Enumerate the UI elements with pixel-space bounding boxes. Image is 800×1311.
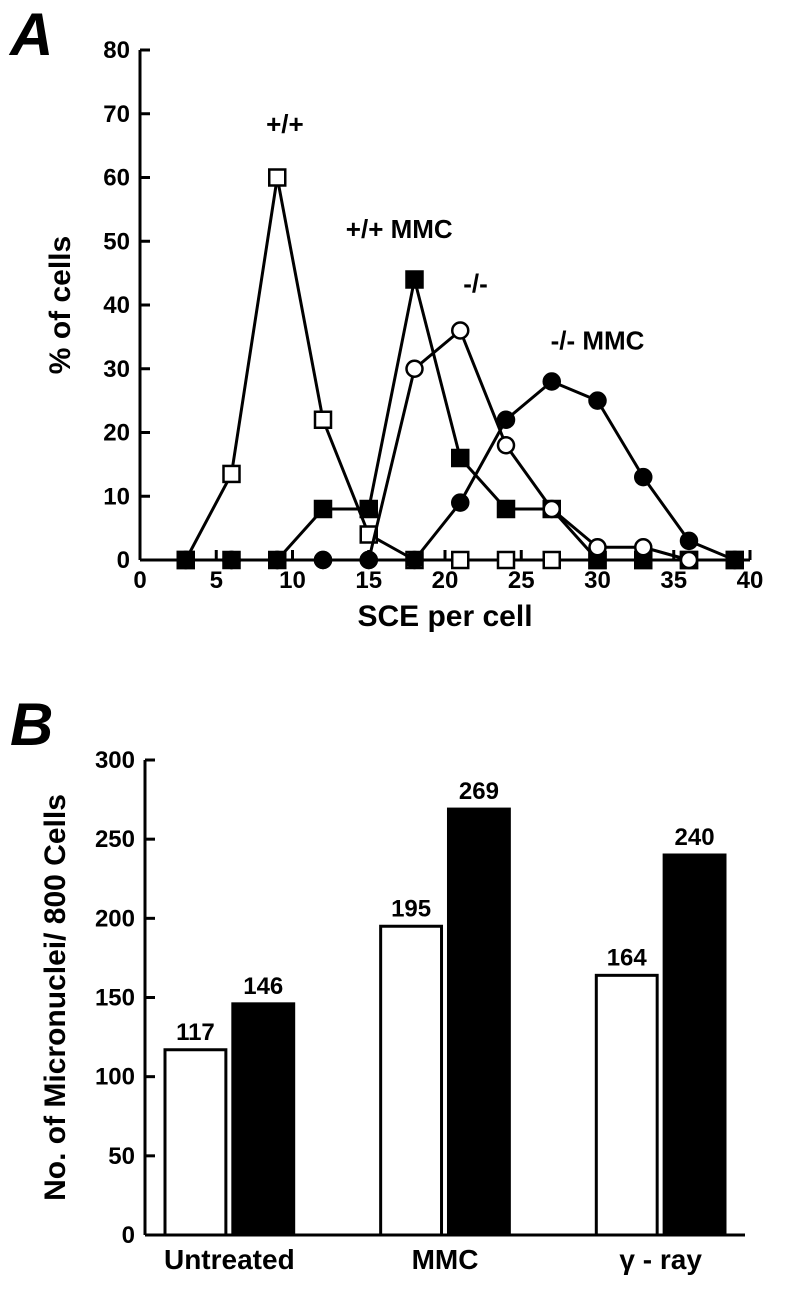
panel-b-label: B	[10, 695, 53, 755]
charts-svg: 0 10 20 30 40 50 60 70 80 0 5 10 15 20 25 30 35 40 SCE per…	[0, 0, 800, 1311]
svg-text:MMC: MMC	[412, 1244, 479, 1275]
svg-text:+/+ MMC: +/+ MMC	[346, 214, 453, 244]
svg-text:20: 20	[432, 567, 459, 594]
svg-text:γ - ray: γ - ray	[619, 1244, 702, 1275]
svg-text:70: 70	[103, 101, 130, 128]
svg-text:15: 15	[355, 567, 382, 594]
svg-text:No. of Micronuclei/ 800 Cells: No. of Micronuclei/ 800 Cells	[39, 794, 72, 1201]
svg-text:80: 80	[103, 37, 130, 64]
svg-text:20: 20	[103, 420, 130, 447]
svg-text:40: 40	[737, 567, 764, 594]
svg-text:-/- MMC: -/- MMC	[551, 326, 645, 356]
panel-a-label: A	[10, 5, 53, 65]
svg-text:269: 269	[459, 778, 499, 805]
svg-text:10: 10	[103, 483, 130, 510]
figure: A B 0 10 20 30 40 50 60 70 80 0 5 10 15 20 25 30 35 40 SCE…	[0, 0, 800, 1311]
svg-text:+/+: +/+	[266, 109, 304, 139]
svg-text:146: 146	[243, 973, 283, 1000]
svg-text:0: 0	[117, 547, 130, 574]
svg-text:0: 0	[122, 1222, 135, 1249]
svg-text:200: 200	[95, 905, 135, 932]
svg-text:40: 40	[103, 292, 130, 319]
svg-text:100: 100	[95, 1064, 135, 1091]
svg-text:250: 250	[95, 826, 135, 853]
svg-text:300: 300	[95, 747, 135, 774]
svg-text:0: 0	[133, 567, 146, 594]
svg-text:50: 50	[103, 228, 130, 255]
svg-text:30: 30	[584, 567, 611, 594]
svg-text:164: 164	[607, 944, 648, 971]
svg-text:30: 30	[103, 356, 130, 383]
svg-text:Untreated: Untreated	[164, 1244, 295, 1275]
svg-text:195: 195	[391, 895, 431, 922]
svg-text:10: 10	[279, 567, 306, 594]
svg-text:SCE per cell: SCE per cell	[357, 600, 532, 633]
svg-text:-/-: -/-	[463, 268, 488, 298]
svg-text:240: 240	[675, 824, 715, 851]
svg-text:150: 150	[95, 985, 135, 1012]
svg-text:35: 35	[660, 567, 687, 594]
svg-text:% of cells: % of cells	[44, 236, 77, 374]
svg-text:25: 25	[508, 567, 535, 594]
svg-text:5: 5	[210, 567, 223, 594]
svg-text:50: 50	[108, 1143, 135, 1170]
svg-text:60: 60	[103, 165, 130, 192]
svg-text:117: 117	[176, 1019, 215, 1046]
